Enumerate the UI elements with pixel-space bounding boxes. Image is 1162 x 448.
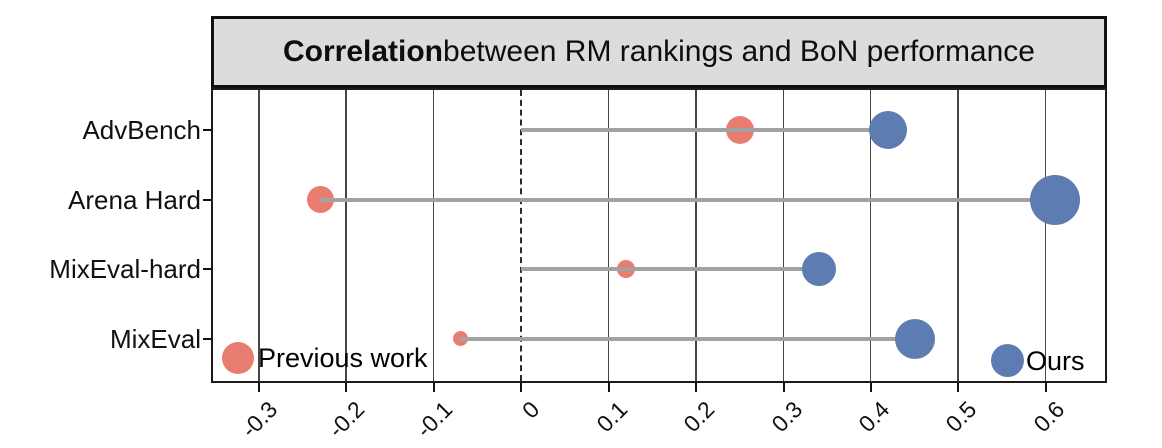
dot-ours-mixeval: [894, 318, 935, 359]
legend-ours-dot: [991, 344, 1024, 377]
x-tick-label: 0.3: [765, 396, 807, 438]
connector-line: [521, 128, 889, 132]
x-axis-tick: [345, 383, 348, 392]
chart-title-rest: between RM rankings and BoN performance: [443, 35, 1035, 68]
dot-ours-advbench: [869, 111, 908, 149]
y-axis-tick: [203, 268, 211, 270]
x-axis-tick: [607, 383, 610, 392]
dot-ours-arena-hard: [1029, 174, 1080, 225]
chart-title-bold-word: Correlation: [282, 35, 444, 68]
connector-line: [460, 336, 915, 341]
gridline: [607, 90, 610, 381]
gridline: [1044, 90, 1047, 381]
gridline: [869, 90, 872, 381]
x-axis-tick: [957, 383, 960, 392]
y-axis-tick: [203, 129, 211, 131]
x-tick-label: 0.5: [940, 396, 982, 438]
x-axis-tick: [520, 383, 523, 392]
x-tick-label: -0.3: [236, 396, 283, 443]
x-axis-tick: [782, 383, 785, 392]
gridline: [258, 90, 260, 381]
y-category-label: MixEval: [109, 323, 201, 354]
x-tick-label: -0.2: [323, 396, 370, 443]
x-axis-tick: [1044, 383, 1047, 392]
y-category-label: AdvBench: [82, 115, 201, 145]
zero-gridline: [520, 90, 523, 381]
x-axis-tick: [258, 383, 261, 392]
chart-title: Correlation between RM rankings and BoN …: [211, 16, 1107, 88]
x-tick-label: 0.2: [678, 396, 720, 438]
x-tick-label: 0.1: [591, 396, 633, 438]
gridline: [957, 90, 959, 381]
legend-previous-work-label: Previous work: [258, 343, 428, 373]
gridline: [782, 90, 785, 381]
connector-line: [521, 267, 819, 271]
legend-ours-label: Ours: [1026, 346, 1085, 376]
gridline: [695, 90, 697, 381]
gridline: [345, 90, 347, 381]
y-axis-tick: [203, 337, 211, 340]
x-tick-label: 0.4: [853, 396, 895, 438]
dot-ours-mixeval-hard: [801, 252, 836, 286]
x-axis-tick: [695, 383, 698, 392]
legend-previous-work-dot: [222, 342, 254, 374]
gridline: [432, 90, 435, 381]
x-tick-label: 0: [517, 396, 545, 424]
y-axis-tick: [203, 198, 211, 201]
y-category-label: Arena Hard: [68, 184, 201, 215]
x-axis-tick: [432, 383, 435, 392]
x-axis-tick: [869, 383, 872, 392]
x-tick-label: 0.6: [1028, 396, 1070, 438]
y-category-label: MixEval-hard: [49, 254, 201, 284]
connector-line: [320, 197, 1055, 202]
x-tick-label: -0.1: [410, 396, 458, 443]
